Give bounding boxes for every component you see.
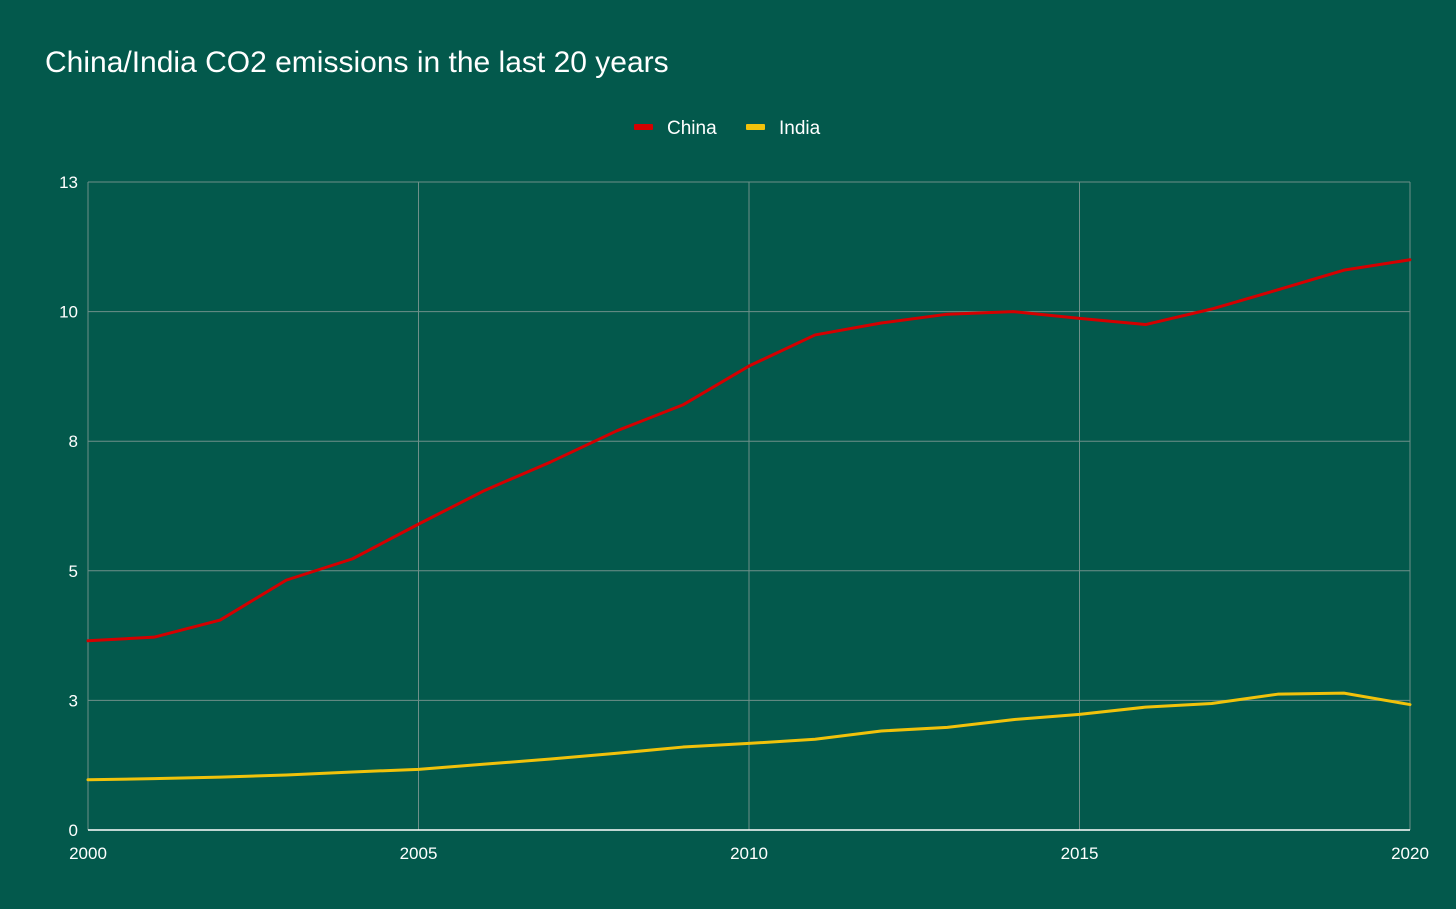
legend: China India (634, 118, 821, 139)
x-tick-label: 2005 (400, 844, 438, 863)
x-tick-label: 2020 (1391, 844, 1429, 863)
y-tick-label: 3 (69, 691, 78, 710)
gridlines (87, 181, 1411, 831)
y-tick-label: 0 (69, 821, 78, 840)
x-tick-label: 2010 (730, 844, 768, 863)
legend-item-china: China (634, 118, 717, 139)
legend-item-india: India (746, 118, 821, 139)
legend-label: China (667, 118, 717, 139)
series-line-china (86, 258, 1412, 643)
x-axis-tick-labels: 2000 2005 2010 2015 2020 (69, 844, 1429, 863)
chart-title: China/India CO2 emissions in the last 20… (45, 46, 669, 79)
x-tick-label: 2000 (69, 844, 107, 863)
y-tick-label: 10 (59, 303, 78, 322)
y-tick-label: 8 (69, 432, 78, 451)
legend-swatch (634, 124, 653, 130)
legend-swatch (746, 124, 765, 130)
series-line-india (86, 691, 1412, 782)
x-tick-label: 2015 (1061, 844, 1099, 863)
y-axis-tick-labels: 0 3 5 8 10 13 (59, 173, 78, 840)
legend-label: India (779, 118, 821, 139)
y-tick-label: 5 (69, 562, 78, 581)
y-tick-label: 13 (59, 173, 78, 192)
